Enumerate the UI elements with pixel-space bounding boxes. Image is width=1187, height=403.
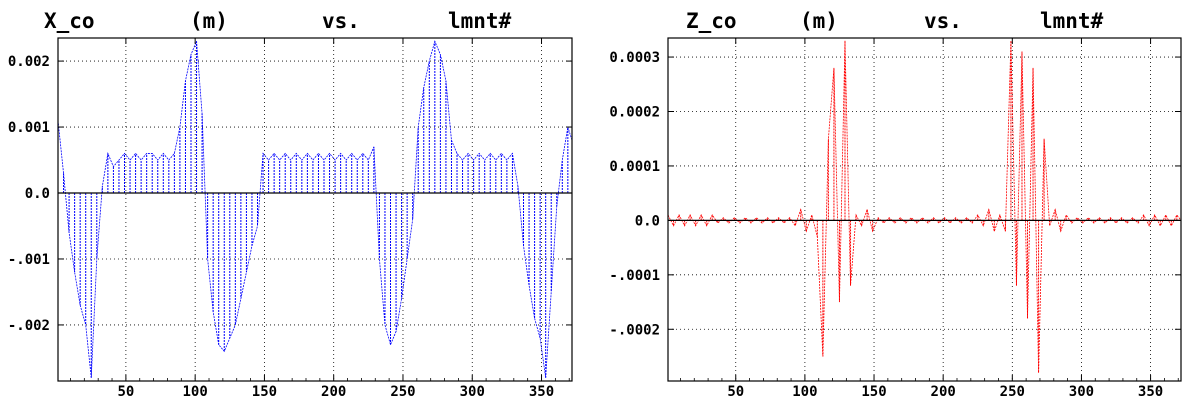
x-tick-label: 250 bbox=[1000, 384, 1025, 400]
y-tick-label: 0.0 bbox=[25, 186, 50, 202]
x-tick-label: 350 bbox=[1138, 384, 1163, 400]
plot-frame bbox=[667, 37, 1182, 382]
y-tick-label: -.002 bbox=[8, 318, 50, 334]
y-tick-label: 0.0003 bbox=[609, 50, 660, 66]
chart-title-part: Z_co bbox=[686, 9, 737, 33]
chart-z-co-vs-lmnt: Z_co (m) vs. lmnt# 50 100 150 200 250 300 350 0.000… bbox=[609, 9, 1182, 400]
chart-title-part: (m) bbox=[800, 9, 838, 33]
x-tick-label: 100 bbox=[183, 384, 208, 400]
series-line bbox=[667, 40, 1182, 373]
x-tick-label: 200 bbox=[931, 384, 956, 400]
x-tick-label: 150 bbox=[861, 384, 886, 400]
y-tick-label: 0.0001 bbox=[609, 159, 660, 175]
x-tick-label: 300 bbox=[460, 384, 485, 400]
x-tick-label: 50 bbox=[117, 384, 134, 400]
x-tick-label: 300 bbox=[1069, 384, 1094, 400]
x-tick-label: 150 bbox=[252, 384, 277, 400]
chart-title-part: vs. bbox=[924, 9, 962, 33]
series-trace bbox=[57, 40, 573, 378]
chart-title-part: lmnt# bbox=[448, 9, 512, 33]
y-tick-label: -.001 bbox=[8, 252, 50, 268]
plot-frame bbox=[57, 37, 573, 382]
series-trace bbox=[667, 40, 1182, 373]
chart-panel-z-co: Z_co (m) vs. lmnt# 50 100 150 200 250 300 350 0.000… bbox=[594, 0, 1187, 403]
x-tick-label: 50 bbox=[727, 384, 744, 400]
series-line bbox=[57, 40, 573, 378]
y-tick-label: 0.001 bbox=[8, 120, 50, 136]
x-tick-label: 350 bbox=[529, 384, 554, 400]
chart-title-part: lmnt# bbox=[1040, 9, 1104, 33]
y-tick-label: -.0001 bbox=[609, 268, 660, 284]
chart-panel-x-co: X_co (m) vs. lmnt# 50 100 150 200 250 300 350 0.002… bbox=[8, 9, 573, 400]
x-tick-label: 200 bbox=[321, 384, 346, 400]
x-tick-label: 100 bbox=[792, 384, 817, 400]
y-tick-label: -.0002 bbox=[609, 322, 660, 338]
x-tick-label: 250 bbox=[390, 384, 415, 400]
chart-title-part: vs. bbox=[322, 9, 360, 33]
y-tick-label: 0.0 bbox=[635, 213, 660, 229]
chart-title-part: X_co bbox=[44, 9, 95, 33]
y-tick-label: 0.0002 bbox=[609, 105, 660, 121]
y-tick-label: 0.002 bbox=[8, 54, 50, 70]
chart-x-co-vs-lmnt: X_co (m) vs. lmnt# 50 100 150 200 250 300 350 0.002… bbox=[8, 9, 573, 400]
chart-title-part: (m) bbox=[190, 9, 228, 33]
